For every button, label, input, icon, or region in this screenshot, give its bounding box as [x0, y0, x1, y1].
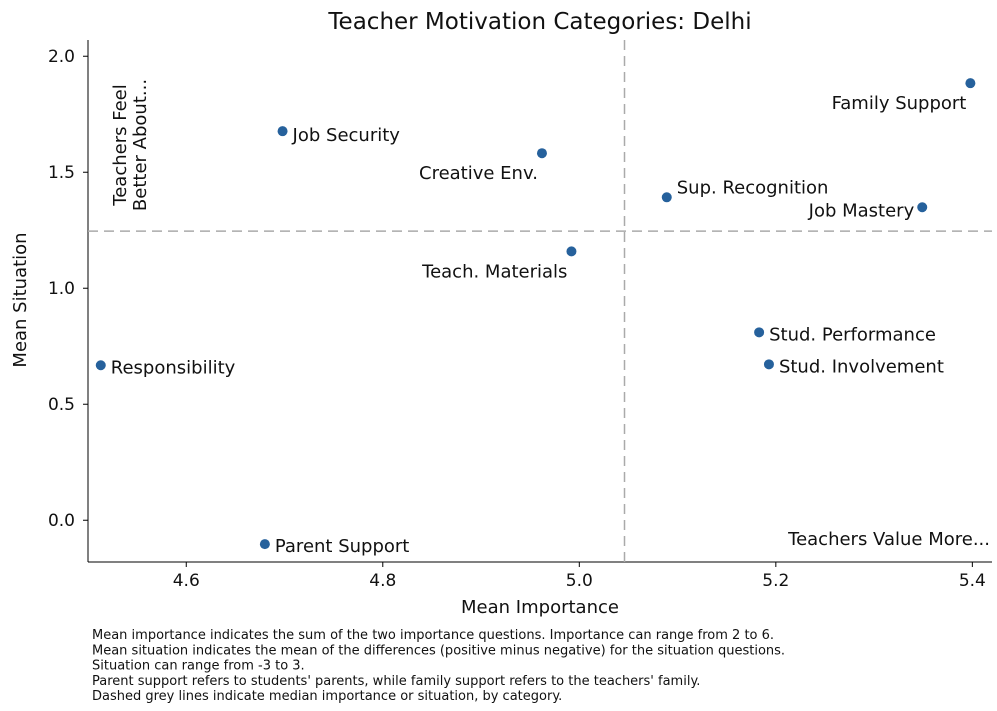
point-label: Parent Support [275, 536, 410, 557]
point [965, 78, 976, 89]
point-label: Family Support [832, 93, 967, 114]
point [259, 539, 270, 550]
y-axis-label: Mean Situation [10, 232, 31, 367]
point-label: Sup. Recognition [677, 177, 829, 198]
y-tick-label: 1.5 [48, 163, 75, 183]
point [754, 327, 765, 338]
point [277, 126, 288, 137]
y-tick-label: 0.5 [48, 395, 75, 415]
point [536, 148, 547, 159]
annotation-line: Better About... [130, 79, 151, 211]
point [95, 360, 106, 371]
annotation-line: Teachers Feel [110, 84, 131, 206]
point-label: Stud. Involvement [779, 356, 944, 377]
point [566, 246, 577, 257]
point-label: Job Mastery [808, 200, 915, 221]
point-label: Job Security [292, 125, 401, 146]
x-tick-label: 5.0 [566, 571, 593, 591]
annotation: Teachers FeelBetter About... [110, 79, 151, 211]
point-label: Creative Env. [419, 163, 538, 184]
y-tick-label: 2.0 [48, 47, 75, 67]
footnote: Situation can range from -3 to 3. [92, 659, 305, 674]
y-tick-label: 0.0 [48, 511, 75, 531]
annotation: Teachers Value More... [787, 529, 990, 550]
x-tick-label: 5.2 [762, 571, 789, 591]
x-tick-label: 5.4 [959, 571, 986, 591]
y-tick-label: 1.0 [48, 279, 75, 299]
x-tick-label: 4.8 [369, 571, 396, 591]
footnote: Mean situation indicates the mean of the… [92, 643, 785, 658]
x-tick-label: 4.6 [173, 571, 200, 591]
footnote: Mean importance indicates the sum of the… [92, 628, 774, 643]
point [917, 202, 928, 213]
footnote: Parent support refers to students' paren… [92, 674, 700, 689]
point-label: Responsibility [111, 357, 236, 378]
point-label: Stud. Performance [769, 324, 936, 345]
footnote: Dashed grey lines indicate median import… [92, 689, 562, 704]
x-axis-label: Mean Importance [461, 597, 619, 618]
point-label: Teach. Materials [421, 261, 567, 282]
point [661, 192, 672, 203]
point [763, 359, 774, 370]
chart-title: Teacher Motivation Categories: Delhi [327, 9, 751, 35]
